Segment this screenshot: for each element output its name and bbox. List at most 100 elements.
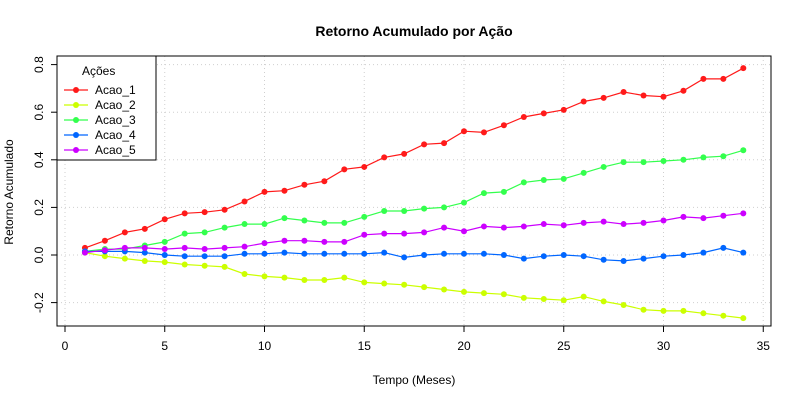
data-point-Acao_3	[221, 224, 228, 231]
data-point-Acao_4	[161, 252, 168, 258]
data-point-Acao_1	[341, 166, 348, 173]
x-tick-label: 0	[62, 339, 69, 353]
data-point-Acao_2	[600, 298, 607, 305]
data-point-Acao_4	[261, 250, 268, 257]
data-point-Acao_4	[461, 250, 467, 257]
data-point-Acao_1	[101, 237, 108, 244]
data-point-Acao_5	[700, 215, 707, 222]
data-point-Acao_2	[540, 296, 547, 303]
data-point-Acao_2	[680, 307, 687, 314]
data-point-Acao_3	[540, 177, 547, 184]
data-point-Acao_3	[421, 205, 428, 212]
data-point-Acao_1	[480, 129, 487, 136]
data-point-Acao_2	[141, 257, 148, 264]
legend-label-Acao_3: Acao_3	[95, 113, 136, 127]
data-point-Acao_2	[480, 290, 487, 297]
data-point-Acao_2	[301, 276, 308, 283]
data-point-Acao_4	[640, 255, 647, 262]
data-point-Acao_5	[301, 237, 308, 244]
data-point-Acao_4	[301, 250, 308, 257]
plot-frame	[56, 55, 772, 327]
legend-label-Acao_4: Acao_4	[95, 128, 136, 142]
data-point-Acao_1	[281, 187, 288, 194]
data-point-Acao_4	[201, 253, 208, 260]
legend-marker-Acao_2	[73, 102, 79, 108]
data-point-Acao_5	[381, 230, 388, 237]
data-point-Acao_2	[161, 259, 168, 266]
data-point-Acao_5	[221, 244, 228, 251]
legend-label-Acao_2: Acao_2	[95, 98, 136, 112]
series-line-Acao_2	[84, 252, 744, 319]
data-point-Acao_2	[381, 280, 388, 287]
data-point-Acao_5	[600, 218, 607, 225]
data-point-Acao_3	[700, 154, 707, 161]
data-point-Acao_5	[101, 247, 108, 254]
legend-marker-Acao_5	[73, 147, 79, 153]
data-point-Acao_5	[201, 246, 208, 253]
data-point-Acao_1	[321, 178, 328, 185]
y-tick-label: 0.0	[32, 246, 46, 263]
legend-marker-Acao_1	[73, 87, 79, 93]
data-point-Acao_4	[560, 252, 567, 258]
data-point-Acao_4	[141, 249, 148, 256]
data-point-Acao_2	[241, 271, 248, 278]
data-point-Acao_5	[680, 213, 687, 220]
data-point-Acao_4	[580, 253, 587, 260]
data-point-Acao_2	[121, 255, 128, 262]
data-point-Acao_1	[500, 122, 507, 129]
data-point-Acao_3	[381, 207, 388, 214]
data-point-Acao_3	[720, 153, 727, 160]
data-point-Acao_2	[181, 261, 188, 268]
series-line-Acao_4	[85, 247, 744, 262]
data-point-Acao_1	[560, 106, 567, 113]
data-point-Acao_4	[500, 252, 507, 258]
data-point-Acao_4	[680, 252, 687, 258]
x-axis-label: Tempo (Meses)	[373, 373, 456, 387]
series-line-Acao_3	[84, 149, 744, 252]
data-point-Acao_3	[401, 207, 408, 214]
data-point-Acao_1	[441, 140, 448, 147]
data-point-Acao_2	[441, 286, 448, 293]
x-tick-label: 10	[258, 339, 272, 353]
data-point-Acao_2	[520, 294, 527, 301]
data-point-Acao_1	[660, 93, 667, 100]
data-point-Acao_1	[181, 210, 188, 217]
data-point-Acao_3	[181, 230, 188, 237]
data-point-Acao_4	[321, 250, 328, 257]
y-tick-label: 0.8	[32, 56, 46, 73]
data-point-Acao_2	[740, 315, 747, 322]
data-point-Acao_1	[161, 216, 168, 223]
data-point-Acao_5	[141, 244, 148, 251]
data-point-Acao_3	[341, 219, 348, 226]
data-point-Acao_3	[560, 175, 567, 182]
data-point-Acao_4	[520, 255, 527, 262]
data-point-Acao_5	[321, 238, 328, 245]
data-point-Acao_2	[620, 301, 627, 308]
data-point-Acao_1	[580, 98, 587, 105]
data-point-Acao_1	[221, 206, 228, 213]
data-point-Acao_4	[620, 257, 627, 264]
data-point-Acao_5	[281, 237, 288, 244]
data-point-Acao_2	[221, 263, 228, 270]
data-point-Acao_3	[261, 221, 268, 228]
data-point-Acao_5	[81, 249, 88, 256]
data-point-Acao_3	[281, 215, 288, 222]
data-point-Acao_2	[261, 273, 268, 280]
data-point-Acao_4	[361, 250, 368, 257]
data-point-Acao_3	[520, 179, 527, 186]
data-point-Acao_4	[480, 250, 487, 257]
y-tick-label: 0.6	[32, 104, 46, 121]
data-point-Acao_5	[480, 223, 487, 230]
data-point-Acao_2	[421, 284, 428, 291]
y-tick-label: -0.2	[32, 292, 46, 313]
data-point-Acao_3	[461, 199, 467, 206]
data-point-Acao_3	[321, 219, 328, 226]
data-point-Acao_1	[201, 209, 208, 216]
data-point-Acao_3	[740, 147, 747, 154]
data-point-Acao_2	[580, 293, 587, 300]
data-point-Acao_5	[261, 240, 268, 247]
data-point-Acao_1	[141, 225, 148, 232]
data-point-Acao_5	[500, 224, 507, 231]
data-point-Acao_4	[221, 253, 228, 260]
